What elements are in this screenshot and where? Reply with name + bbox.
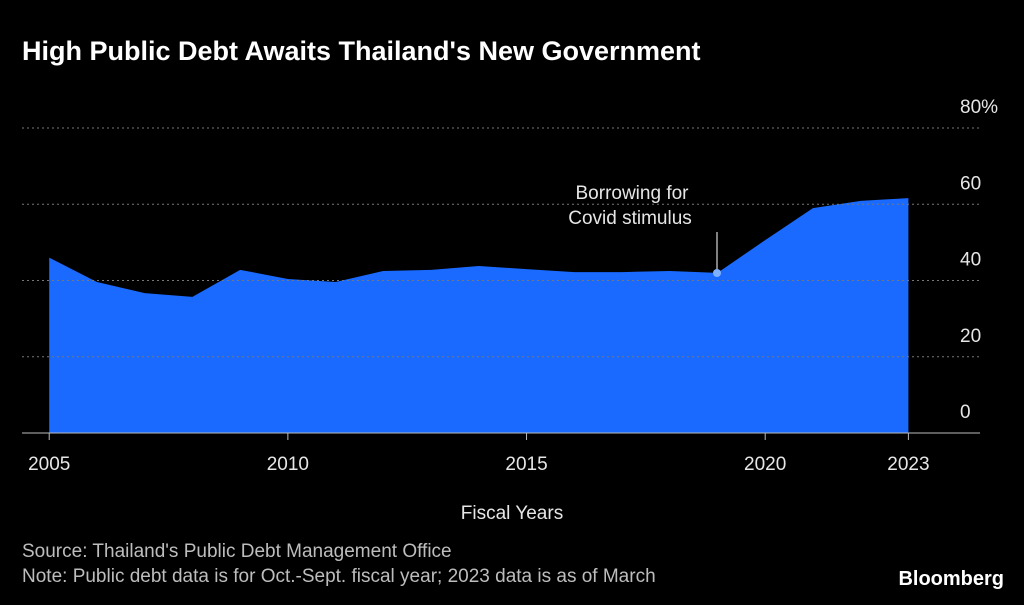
x-axis-label: Fiscal Years [461,503,563,524]
x-tick-label: 2005 [28,454,70,475]
x-tick-label: 2020 [744,454,786,475]
y-tick-label: 20 [960,326,981,347]
chart-title: High Public Debt Awaits Thailand's New G… [22,36,701,66]
x-tick-label: 2023 [887,454,929,475]
y-tick-label: 0 [960,402,971,423]
x-tick-label: 2015 [505,454,547,475]
plot: 0 20 40 60 80% 2005 2010 2015 2020 2023 [22,97,998,475]
annotation: Borrowing for Covid stimulus [568,183,721,277]
annotation-line: Borrowing for [576,183,690,204]
y-tick-label: 40 [960,250,981,271]
annotation-dot [713,269,721,277]
y-tick-label: 80% [960,97,998,118]
y-tick-label: 60 [960,173,981,194]
note: Note: Public debt data is for Oct.-Sept.… [22,566,656,587]
x-tick-label: 2010 [267,454,309,475]
source: Source: Thailand's Public Debt Managemen… [22,541,452,562]
annotation-line: Covid stimulus [568,208,692,229]
area [49,198,909,433]
brand: Bloomberg [898,568,1004,590]
